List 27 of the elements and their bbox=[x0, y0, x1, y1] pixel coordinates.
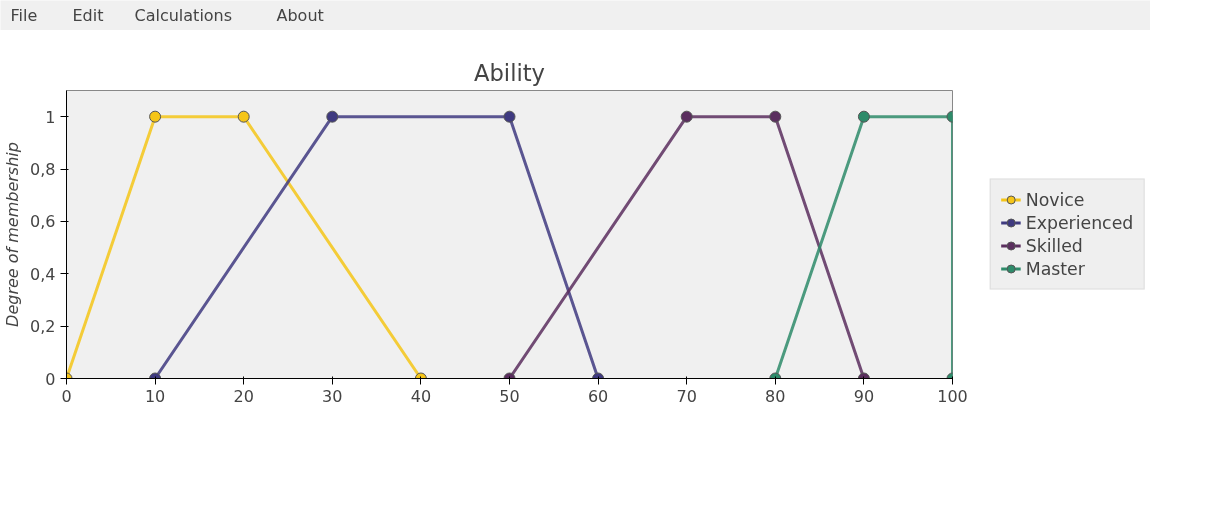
text: File bbox=[10, 6, 38, 25]
x-tick-label: 100 bbox=[937, 386, 968, 406]
text: Calculations bbox=[134, 6, 233, 25]
x-tick-label: 40 bbox=[410, 386, 432, 406]
x-tick-label: 10 bbox=[144, 386, 166, 406]
x-tick-label: 50 bbox=[499, 386, 520, 406]
x-tick-label: 20 bbox=[233, 386, 254, 406]
x-tick-label: 90 bbox=[853, 386, 875, 406]
x-tick-label: 70 bbox=[676, 386, 697, 406]
y-tick-label: 0,2 bbox=[30, 317, 56, 337]
x-tick-label: 0 bbox=[61, 386, 72, 406]
text: Edit bbox=[72, 6, 104, 25]
chart-title: Ability bbox=[473, 59, 546, 86]
legend-label: Experienced bbox=[1025, 212, 1134, 233]
y-tick-label: 0,4 bbox=[30, 264, 56, 284]
x-tick-label: 60 bbox=[587, 386, 609, 406]
y-tick-label: 0 bbox=[45, 369, 56, 389]
y-tick-label: 0,8 bbox=[30, 160, 56, 180]
text: About bbox=[276, 6, 324, 25]
y-tick-label: 0,6 bbox=[30, 212, 56, 232]
y-tick-label: 1 bbox=[45, 107, 56, 127]
x-tick-label: 80 bbox=[765, 386, 786, 406]
legend-label: Novice bbox=[1025, 189, 1085, 210]
y-axis-title: Degree of membership bbox=[3, 142, 23, 327]
x-tick-label: 30 bbox=[322, 386, 343, 406]
legend-label: Master bbox=[1025, 258, 1085, 279]
legend-label: Skilled bbox=[1025, 235, 1083, 256]
